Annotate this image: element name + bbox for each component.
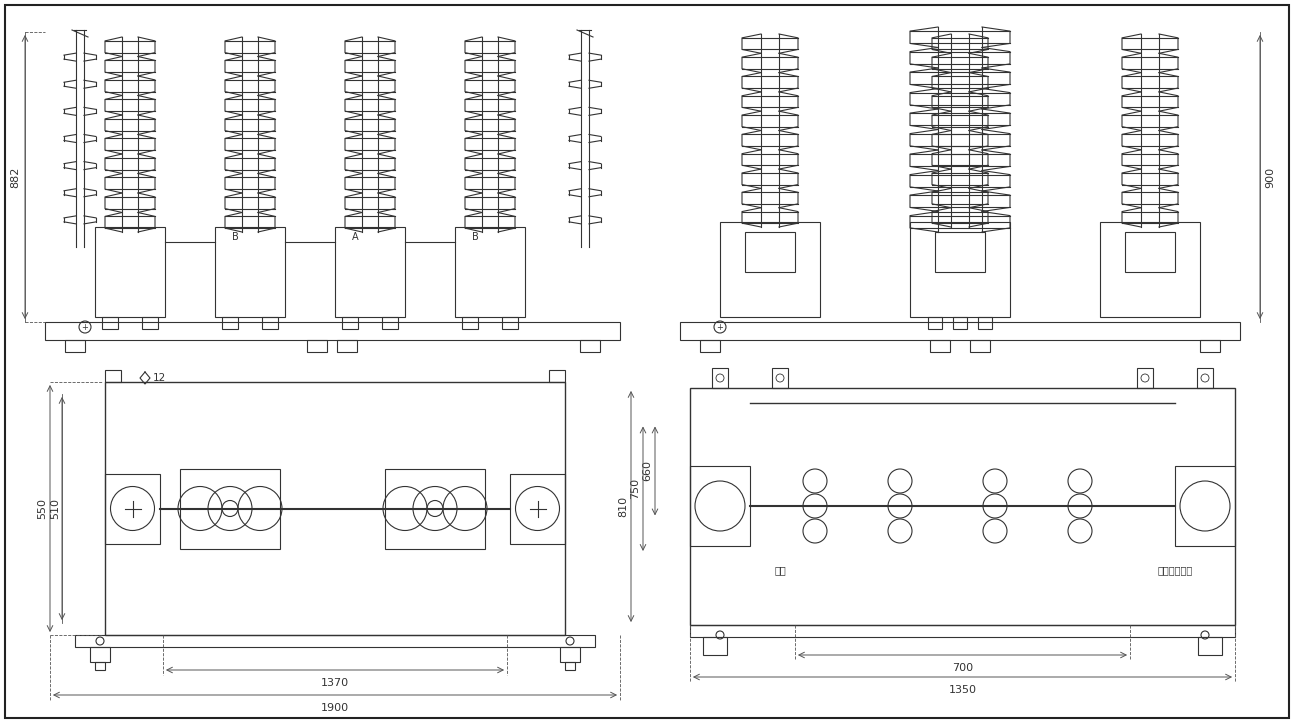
Bar [1124, 232, 1175, 272]
Bar [105, 370, 122, 382]
Bar [1198, 637, 1222, 655]
Text: 750: 750 [630, 478, 641, 500]
Bar [342, 317, 358, 329]
Bar [1175, 466, 1234, 546]
Bar [142, 317, 158, 329]
Text: 1370: 1370 [321, 678, 349, 688]
Text: +: + [717, 322, 723, 332]
Text: 510: 510 [50, 498, 60, 519]
Bar [105, 382, 565, 635]
Bar [1200, 340, 1220, 352]
Text: B: B [471, 232, 479, 242]
Bar [928, 317, 942, 329]
Bar [936, 232, 985, 272]
Bar [719, 222, 820, 317]
Bar [681, 322, 1240, 340]
Text: 低压接线端子: 低压接线端子 [1157, 565, 1193, 575]
Text: B: B [232, 232, 238, 242]
Bar [549, 370, 565, 382]
Bar [930, 340, 950, 352]
Bar [94, 227, 166, 317]
Text: 铭牌: 铭牌 [774, 565, 785, 575]
Bar [105, 474, 160, 544]
Text: 700: 700 [952, 663, 973, 673]
Bar [94, 662, 105, 670]
Bar [690, 625, 1234, 637]
Bar [1100, 222, 1200, 317]
Text: 660: 660 [642, 461, 652, 482]
Text: +: + [82, 322, 88, 332]
Bar [910, 222, 1011, 317]
Bar [703, 637, 727, 655]
Bar [712, 368, 729, 388]
Bar [1137, 368, 1153, 388]
Bar [502, 317, 518, 329]
Text: 550: 550 [38, 498, 47, 519]
Text: 1350: 1350 [949, 685, 977, 695]
Bar [386, 469, 485, 549]
Text: A: A [352, 232, 358, 242]
Bar [970, 340, 990, 352]
Bar [45, 322, 620, 340]
Bar [773, 368, 788, 388]
Text: 900: 900 [1266, 166, 1275, 187]
Bar [223, 317, 238, 329]
Bar [455, 227, 525, 317]
Bar [307, 340, 327, 352]
Bar [215, 227, 285, 317]
Bar [75, 635, 595, 647]
Bar [700, 340, 719, 352]
Bar [382, 317, 399, 329]
Bar [335, 227, 405, 317]
Text: 1900: 1900 [321, 703, 349, 713]
Bar [1197, 368, 1212, 388]
Bar [510, 474, 565, 544]
Bar [560, 647, 580, 662]
Bar [565, 662, 575, 670]
Text: 12: 12 [153, 373, 166, 383]
Bar [261, 317, 278, 329]
Bar [690, 388, 1234, 625]
Bar [952, 317, 967, 329]
Bar [336, 340, 357, 352]
Text: 810: 810 [619, 496, 628, 517]
Bar [102, 317, 118, 329]
Bar [745, 232, 795, 272]
Text: 882: 882 [10, 166, 19, 188]
Bar [462, 317, 477, 329]
Bar [91, 647, 110, 662]
Bar [580, 340, 600, 352]
Bar [180, 469, 280, 549]
Bar [690, 466, 751, 546]
Bar [65, 340, 85, 352]
Bar [978, 317, 992, 329]
